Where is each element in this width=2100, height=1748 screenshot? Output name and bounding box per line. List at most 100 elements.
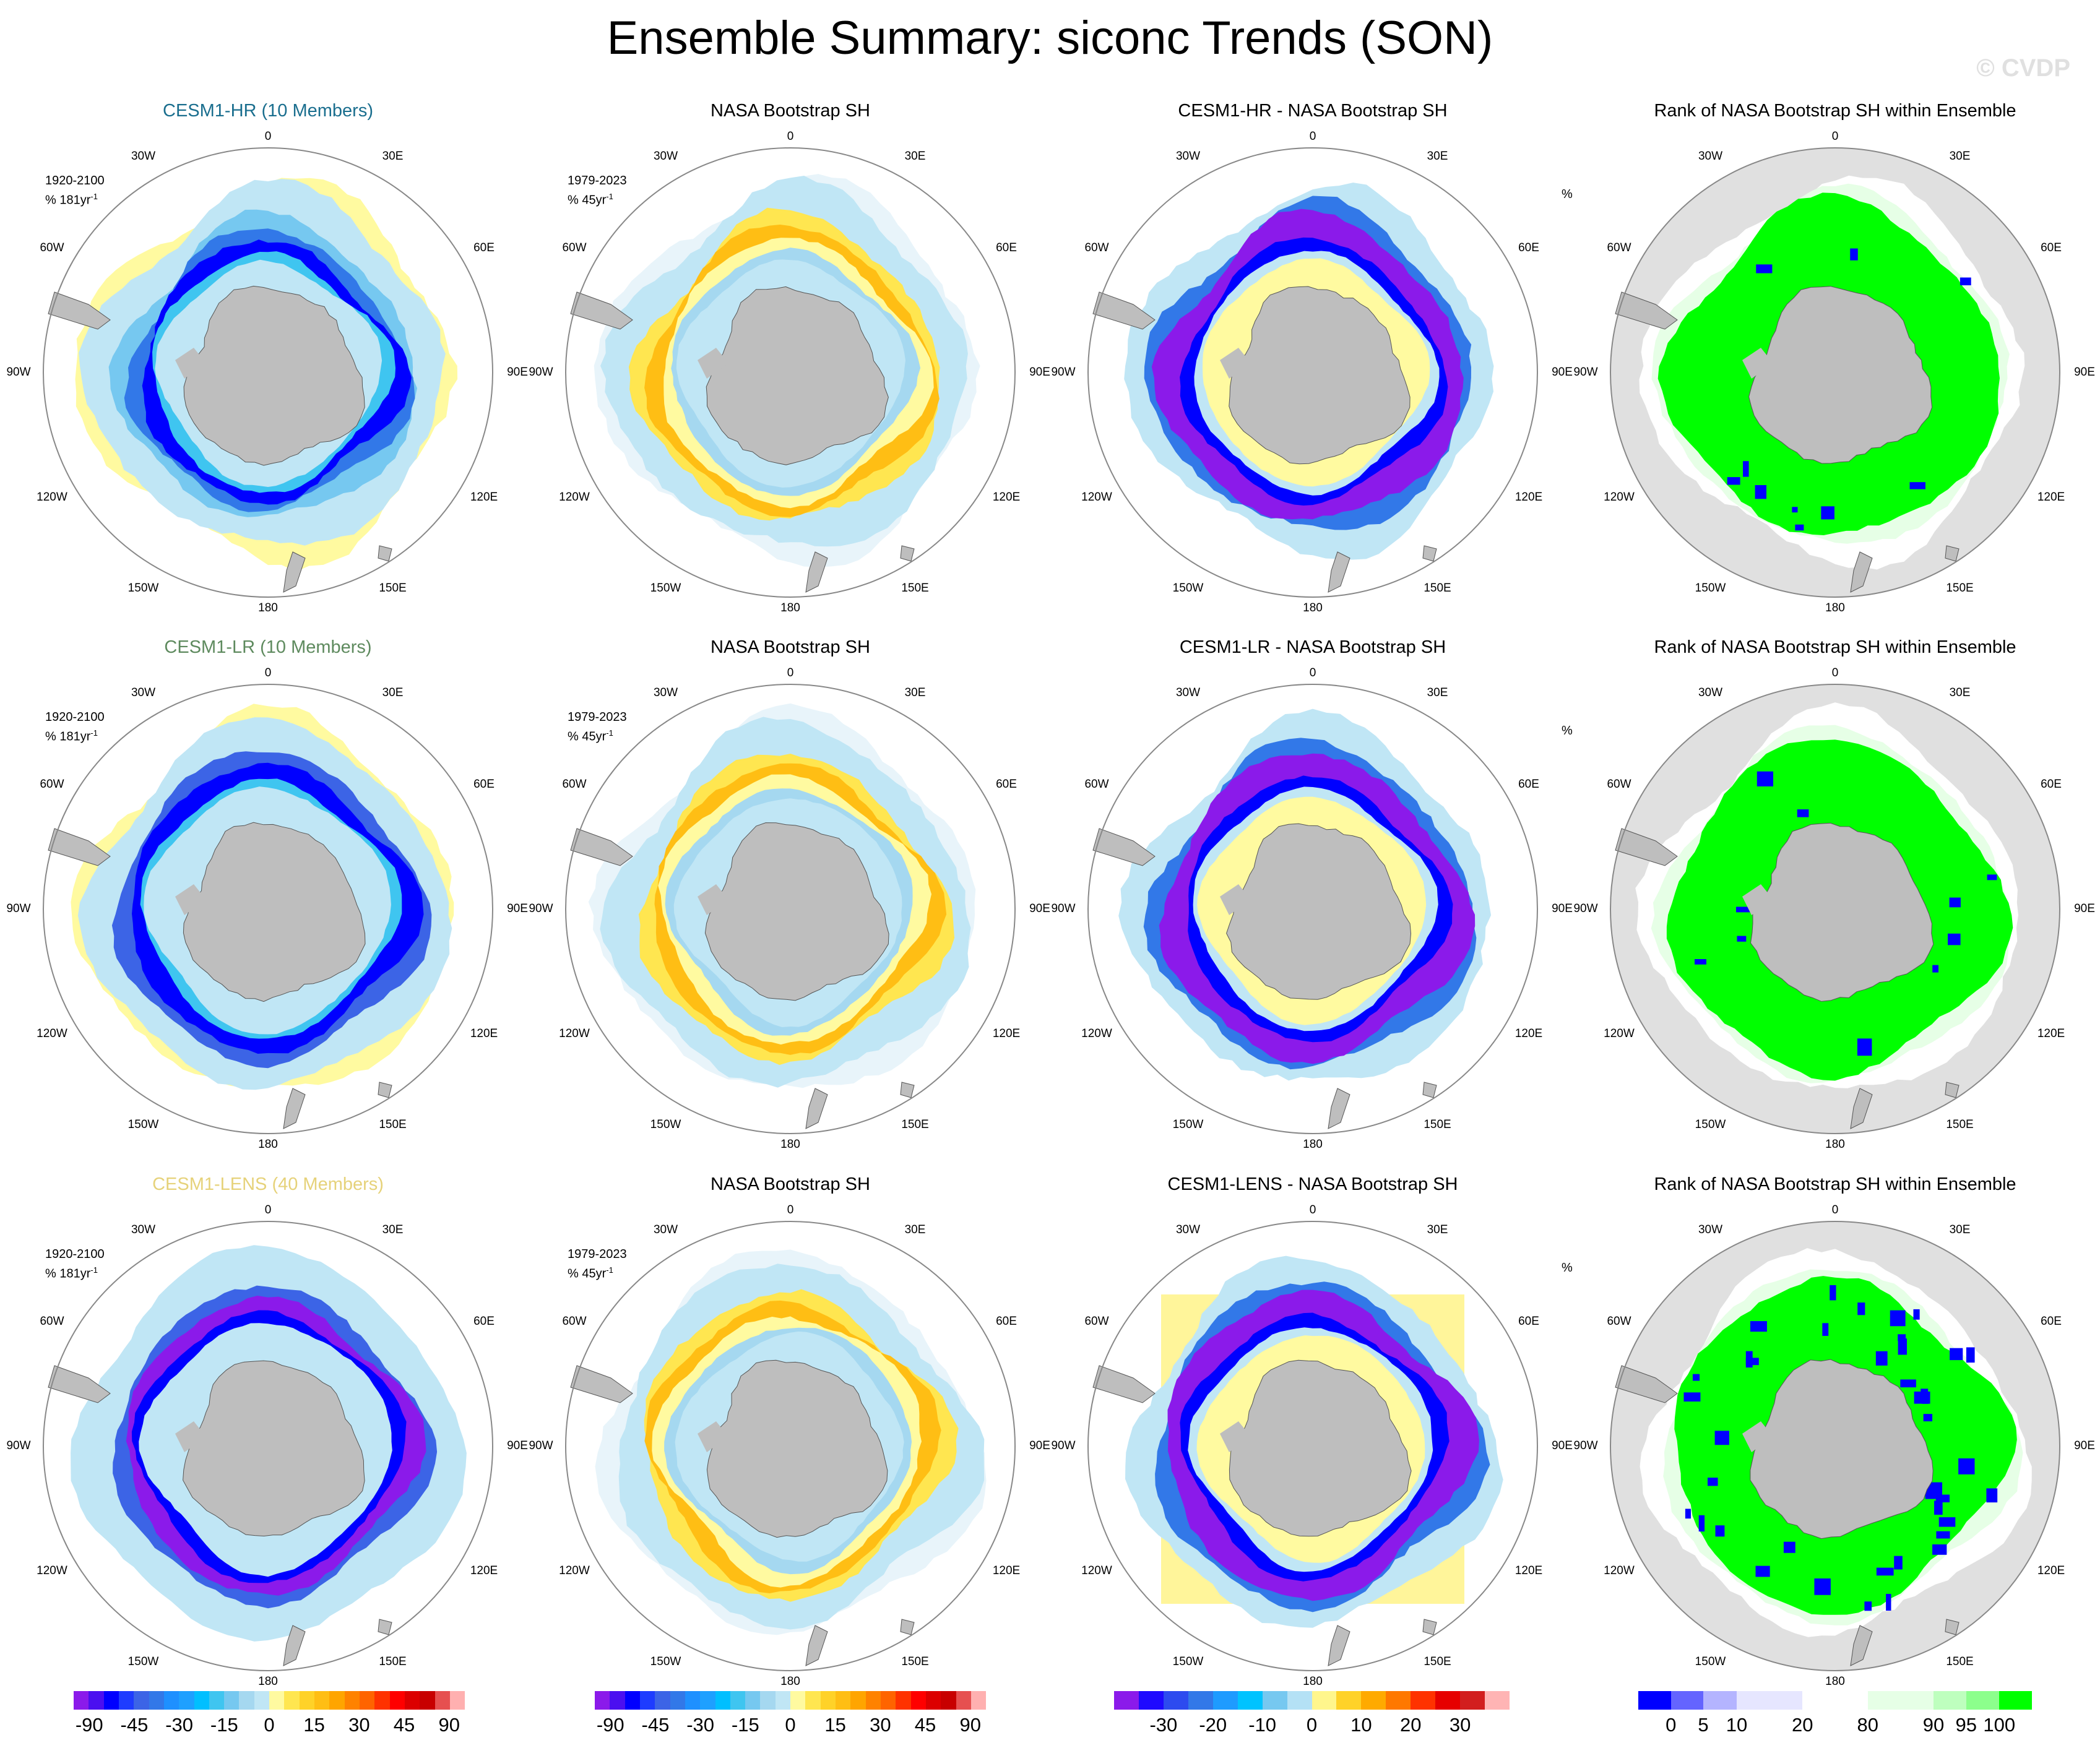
- new-zealand-landmass: [283, 1088, 306, 1129]
- longitude-label: 180: [258, 601, 278, 614]
- longitude-label: 90E: [1552, 902, 1573, 915]
- longitude-label: 120W: [37, 1027, 67, 1040]
- rank-low-cell: [1727, 477, 1740, 485]
- colorbar-swatch: [1361, 1691, 1386, 1710]
- longitude-label: 90E: [507, 1439, 528, 1452]
- longitude-label: 90E: [2074, 1439, 2095, 1452]
- antarctic-peninsula: [175, 348, 206, 379]
- annotation-units-text: % 181yr: [45, 193, 91, 207]
- longitude-label: 30W: [1175, 686, 1201, 699]
- annotation-units-text: % 181yr: [45, 730, 91, 744]
- longitude-label: 90W: [1051, 366, 1076, 379]
- colorbar-swatch: [910, 1691, 926, 1710]
- map-panel-model-row3: CESM1-LENS (40 Members) 1920-2100% 181yr-…: [6, 1174, 529, 1721]
- colorbar-tick-label: -30: [686, 1714, 715, 1736]
- cvdp-watermark: © CVDP: [1976, 54, 2070, 82]
- longitude-label: 120E: [1515, 490, 1543, 504]
- rank-low-cell: [1822, 1323, 1829, 1336]
- annotation-units: % 45yr-1: [568, 1262, 627, 1282]
- colorbar-swatch: [595, 1691, 610, 1710]
- colorbar-swatch: [820, 1691, 836, 1710]
- colorbar-swatch: [329, 1691, 345, 1710]
- rank-low-cell: [1909, 482, 1925, 489]
- colorbar-swatch: [685, 1691, 701, 1710]
- panel-title: CESM1-LR - NASA Bootstrap SH: [1179, 637, 1446, 657]
- colorbar-swatch: [1114, 1691, 1139, 1710]
- longitude-label: 90E: [1029, 902, 1050, 915]
- longitude-label: 0: [787, 130, 794, 143]
- rank-low-cell: [1898, 1338, 1907, 1355]
- longitude-label: 90E: [507, 902, 528, 915]
- tasmania-landmass: [900, 1082, 915, 1098]
- longitude-label: 150W: [127, 582, 159, 595]
- colorbar-swatch: [1138, 1691, 1164, 1710]
- longitude-label: 30W: [1698, 686, 1723, 699]
- longitude-label: 90W: [6, 1439, 31, 1452]
- antarctic-peninsula: [1742, 348, 1773, 379]
- map-panel-diff-row3: CESM1-LENS - NASA Bootstrap SH 0 30E 60E 90E…: [1051, 1174, 1574, 1721]
- longitude-label: 60W: [1084, 1314, 1109, 1328]
- longitude-label: 60E: [2041, 241, 2062, 254]
- tasmania-landmass: [378, 545, 392, 562]
- longitude-label: 0: [264, 666, 272, 679]
- trend-annotation: 1979-2023% 45yr-1: [568, 710, 627, 745]
- map-panel-rank-row2: Rank of NASA Bootstrap SH within Ensembl…: [1562, 637, 2096, 1184]
- colorbar-tick-label: -15: [731, 1714, 759, 1736]
- colorbar-rank: [1638, 1691, 2032, 1710]
- new-zealand-landmass: [283, 551, 306, 593]
- longitude-label: 90W: [1573, 366, 1598, 379]
- antarctica-landmass: [1748, 286, 1933, 464]
- rank-low-cell: [1750, 1321, 1767, 1332]
- colorbar-swatch: [760, 1691, 776, 1710]
- new-zealand-landmass: [283, 1625, 306, 1666]
- colorbar-swatch: [925, 1691, 941, 1710]
- longitude-label: 150E: [1424, 1655, 1451, 1668]
- tasmania-landmass: [1945, 1082, 1960, 1098]
- rank-low-cell: [1707, 1478, 1718, 1486]
- new-zealand-landmass: [1850, 551, 1873, 593]
- longitude-label: 30W: [653, 686, 678, 699]
- rank-low-cell: [1921, 1388, 1929, 1400]
- longitude-label: 150W: [650, 1118, 681, 1131]
- longitude-label: 150W: [1695, 582, 1726, 595]
- longitude-label: 180: [1303, 601, 1323, 614]
- panel-title: NASA Bootstrap SH: [711, 101, 870, 121]
- rank-low-cell: [1886, 1593, 1891, 1611]
- annotation-units-text: % 45yr: [568, 1267, 607, 1281]
- sea-ice-field: [43, 1221, 493, 1671]
- longitude-label: 120E: [1515, 1564, 1543, 1577]
- antarctic-peninsula: [698, 884, 728, 915]
- tasmania-landmass: [900, 545, 915, 562]
- longitude-label: 90W: [6, 902, 31, 915]
- colorbar-swatch: [1411, 1691, 1436, 1710]
- rank-low-cell: [1743, 461, 1749, 477]
- map-boundary-circle: [565, 147, 1016, 598]
- rank-low-cell: [1898, 1334, 1906, 1341]
- longitude-label: 90W: [1051, 902, 1076, 915]
- longitude-label: 60E: [996, 241, 1017, 254]
- antarctic-peninsula: [1742, 1421, 1773, 1452]
- rank-low-cell: [1900, 1379, 1916, 1388]
- colorbar-model-trend: [74, 1691, 465, 1710]
- longitude-label: 60E: [996, 1314, 1017, 1328]
- rank-low-cell: [1683, 1392, 1701, 1402]
- longitude-label: 60W: [1607, 1314, 1631, 1328]
- new-zealand-landmass: [805, 1625, 828, 1666]
- map-panel-diff-row2: CESM1-LR - NASA Bootstrap SH 0 30E 60E 90E 12…: [1051, 637, 1574, 1184]
- antarctica-landmass: [1226, 823, 1412, 1000]
- sea-ice-field: [565, 684, 1016, 1134]
- colorbar-swatch: [880, 1691, 896, 1710]
- colorbar-swatch: [1638, 1691, 1671, 1710]
- panel-title: CESM1-LENS (40 Members): [152, 1174, 384, 1194]
- longitude-label: 150E: [901, 1118, 929, 1131]
- colorbar-swatch: [209, 1691, 225, 1710]
- longitude-label: 90E: [1552, 1439, 1573, 1452]
- longitude-label: 150W: [1695, 1655, 1726, 1668]
- colorbar-swatch: [850, 1691, 866, 1710]
- antarctica-landmass: [1750, 822, 1934, 1002]
- colorbar-tick-label: 45: [393, 1714, 415, 1736]
- colorbar-swatch: [1237, 1691, 1263, 1710]
- longitude-label: 0: [264, 130, 272, 143]
- colorbar-swatch: [224, 1691, 240, 1710]
- colorbar-tick-label: 90: [438, 1714, 460, 1736]
